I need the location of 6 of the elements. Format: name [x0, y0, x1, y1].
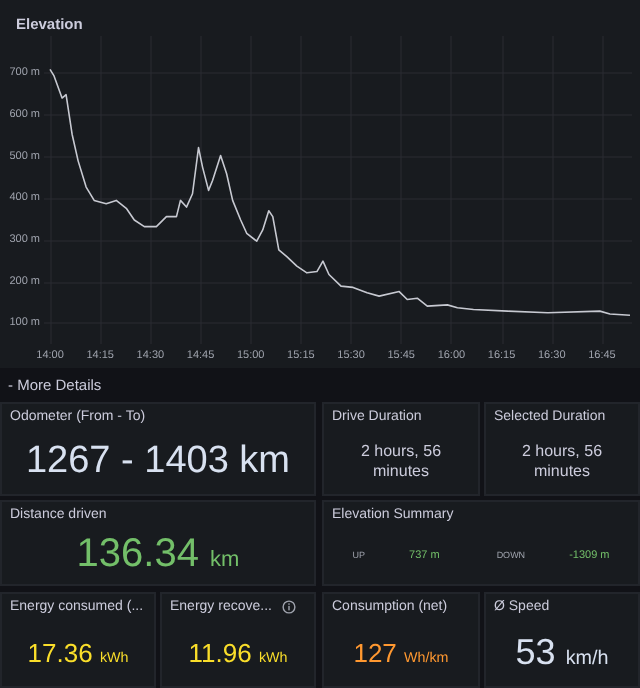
- text: 53 km/h: [515, 631, 609, 671]
- text: 1267 - 1403 km: [25, 439, 291, 481]
- text: 136.34 km: [76, 532, 240, 576]
- text: 2 hours, 56 minutes: [358, 440, 444, 483]
- line-series: [49, 68, 631, 317]
- text: 2 hours, 56 minutes: [519, 440, 605, 483]
